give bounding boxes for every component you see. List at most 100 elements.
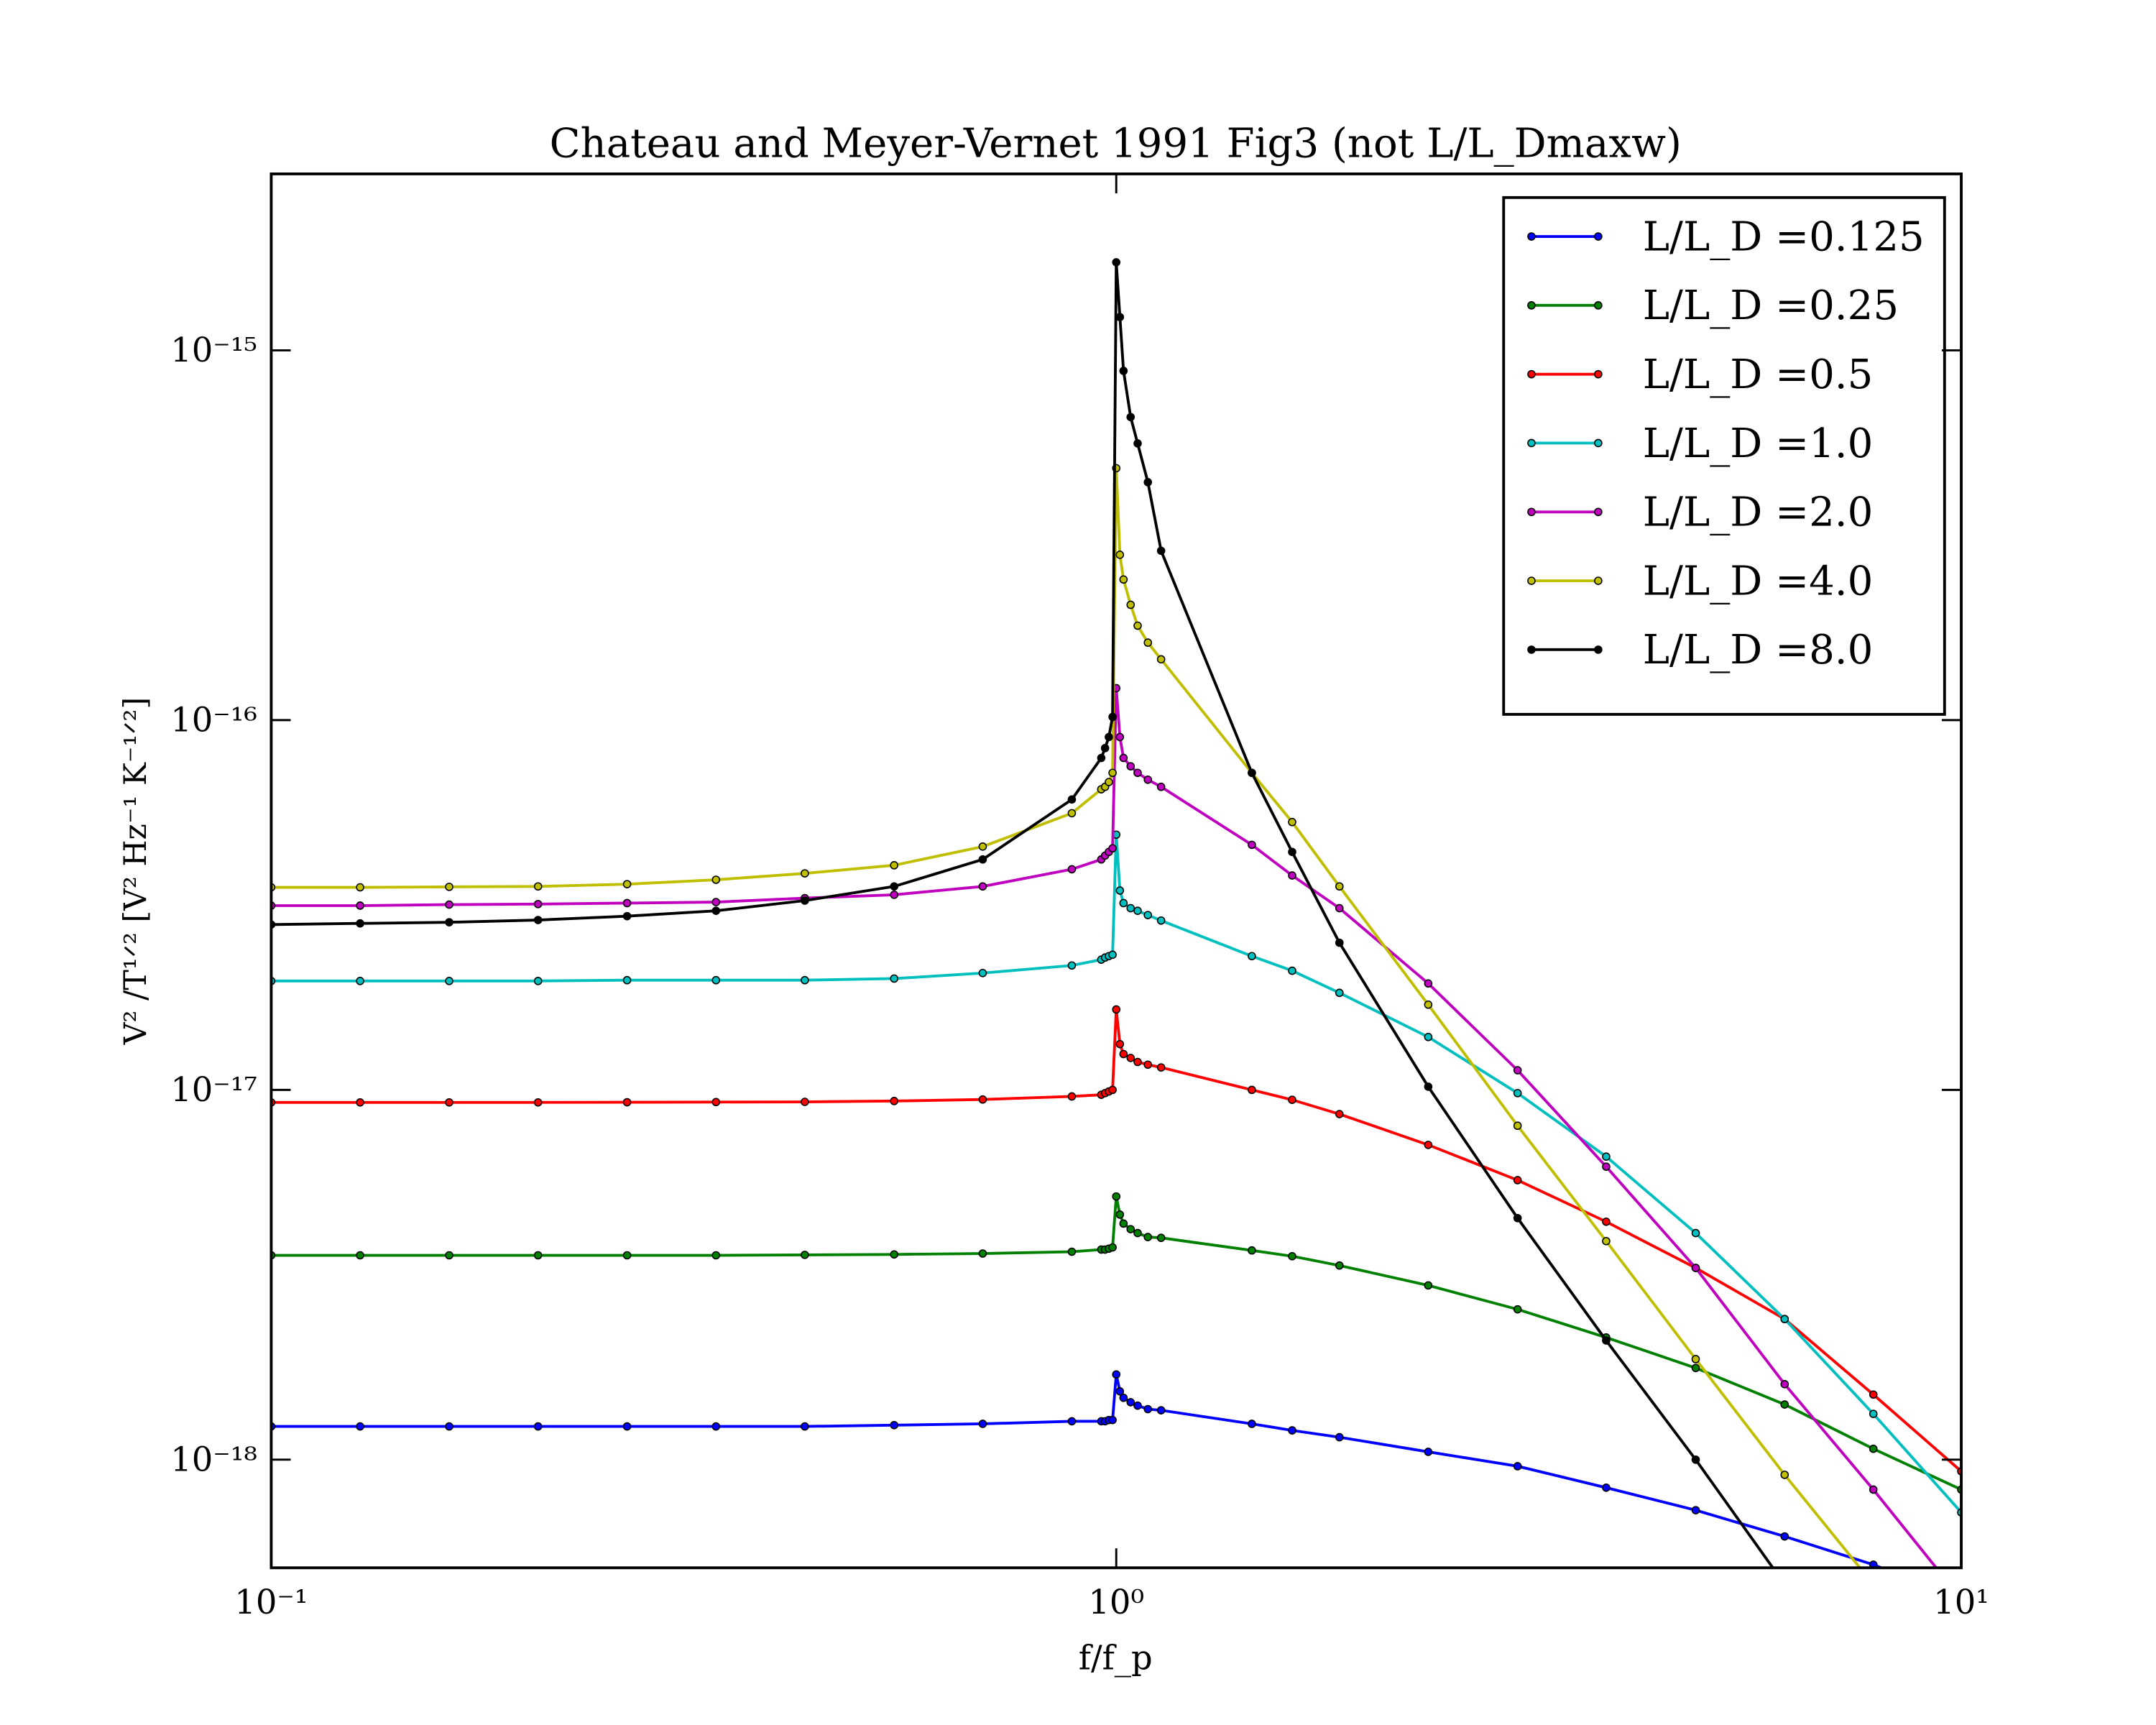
data-point [711,875,721,884]
data-point [1424,1281,1433,1290]
data-point [1067,809,1077,818]
legend-marker [1527,232,1536,241]
data-point [890,1250,899,1259]
data-point [711,1251,721,1260]
data-point [1869,1560,1878,1568]
x-tick-label: 10⁻¹ [234,1583,308,1622]
y-tick-label: 10⁻¹⁶ [170,700,257,739]
data-point [1143,1404,1153,1414]
data-point [1133,1057,1142,1067]
data-point [1335,1261,1344,1270]
data-point [1067,1247,1077,1256]
data-point [1691,1363,1700,1373]
legend-marker [1527,301,1536,310]
data-point [1133,621,1142,630]
data-point [622,975,632,985]
data-point [1126,1225,1135,1233]
legend-marker [1594,438,1603,448]
data-point [978,882,987,891]
data-point [711,898,721,906]
data-point [1335,988,1344,998]
data-point [1112,1005,1121,1014]
data-point [1156,782,1166,791]
data-point [533,1422,543,1431]
data-point [711,975,721,985]
data-point [1108,1415,1117,1425]
data-point [1115,1039,1125,1049]
data-point [1105,778,1113,786]
data-point [1143,478,1153,487]
legend-marker [1594,507,1603,517]
data-point [978,842,987,851]
legend-label: L/L_D =0.125 [1643,213,1925,260]
x-tick-label: 10¹ [1933,1583,1989,1622]
data-point [1112,1370,1121,1379]
data-point [1115,732,1125,742]
data-point [801,869,809,878]
data-point [1105,732,1113,742]
data-point [1133,768,1142,778]
data-point [1602,1152,1611,1162]
data-point [1126,762,1135,770]
data-point [1288,817,1296,827]
data-point [1133,439,1142,448]
data-point [978,1420,987,1428]
data-point [1248,952,1256,961]
data-point [1143,1233,1153,1241]
data-point [1156,916,1166,925]
data-point [978,968,987,978]
data-point [1513,1176,1522,1184]
data-point [1335,938,1344,947]
data-point [711,906,721,916]
data-point [1869,1390,1878,1399]
data-point [445,918,453,926]
data-point [1691,1228,1700,1238]
x-axis-label: f/f_p [1079,1639,1153,1678]
data-point [1513,1089,1522,1098]
data-point [1156,1233,1166,1243]
data-point [1424,1032,1433,1041]
data-point [1115,1210,1125,1219]
data-point [801,1251,809,1259]
data-point [1119,1219,1128,1228]
data-point [1108,768,1117,778]
data-point [533,916,543,924]
data-point [1133,1228,1142,1238]
legend-label: L/L_D =4.0 [1643,558,1874,604]
data-point [1691,1455,1700,1464]
legend-label: L/L_D =1.0 [1643,420,1874,467]
data-point [356,901,364,910]
data-point [1119,367,1128,375]
data-point [1335,1432,1344,1442]
data-point [1067,795,1077,804]
legend-marker [1594,232,1603,241]
data-point [1143,775,1153,784]
data-point [533,882,543,891]
plot-area [271,258,1962,1568]
data-point [356,1251,364,1260]
data-point [1602,1162,1611,1171]
data-point [1067,865,1077,874]
data-point [1112,258,1121,267]
data-point [356,883,364,892]
data-point [1424,1082,1433,1091]
y-axis-label: V² /T¹ᐟ² [V² Hz⁻¹ K⁻¹ᐟ²] [118,697,154,1045]
data-point [1602,1483,1611,1492]
data-point [1156,1063,1166,1072]
data-point [622,1251,632,1260]
data-point [445,883,453,891]
data-point [1067,1417,1077,1426]
data-point [445,1098,453,1107]
data-point [1248,840,1256,850]
data-point [1133,1401,1142,1410]
data-point [1869,1409,1878,1418]
data-point [622,1422,632,1431]
data-point [1248,1085,1256,1095]
data-point [1602,1236,1611,1246]
data-point [533,1098,543,1107]
data-point [356,1422,364,1431]
data-point [711,1098,721,1107]
data-point [1513,1305,1522,1314]
data-point [1288,871,1296,880]
x-tick-label: 10⁰ [1088,1583,1144,1622]
